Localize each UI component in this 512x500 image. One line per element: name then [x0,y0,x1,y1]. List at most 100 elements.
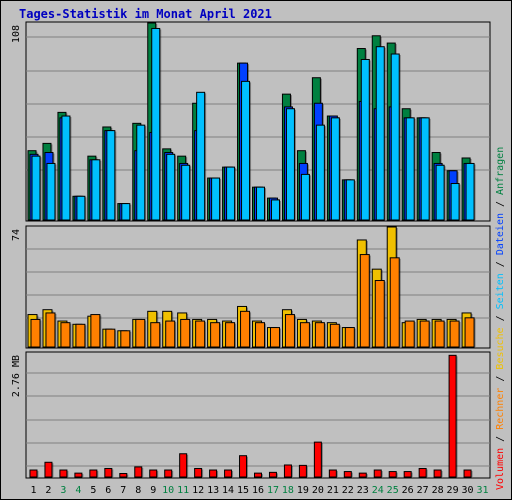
bar-volumen-20 [313,441,322,478]
bar-seiten-2 [46,162,56,221]
bar-seiten-27 [420,117,430,221]
bar-volumen-13 [209,469,218,478]
legend-item-besuche: Besuche [495,327,506,369]
bar-volumen-11 [179,453,188,478]
bar-seiten-26 [405,117,415,221]
x-tick-label: 21 [327,485,339,496]
bar-seiten-19 [300,173,310,221]
bar-rechner-11 [180,318,191,348]
bar-rechner-20 [314,322,325,348]
x-tick-label: 14 [222,485,234,496]
plot-area [25,351,491,479]
bar-seiten-6 [106,130,116,221]
x-tick-label: 7 [120,485,126,496]
x-tick-label: 5 [90,485,96,496]
x-tick-label: 12 [192,485,204,496]
bar-rechner-27 [419,320,430,348]
bar-rechner-19 [299,322,310,348]
x-tick-label: 18 [282,485,294,496]
bar-seiten-24 [375,46,385,221]
bar-volumen-7 [119,473,128,478]
x-tick-label: 17 [267,485,279,496]
bar-seiten-3 [61,115,71,221]
legend-separator: / [495,370,506,388]
bar-volumen-29 [448,354,457,478]
bar-volumen-18 [283,464,292,478]
bar-volumen-24 [373,469,382,478]
bar-rechner-24 [374,280,385,348]
x-tick-label: 11 [177,485,189,496]
legend-separator: / [495,309,506,327]
bar-rechner-2 [45,312,56,348]
bar-rechner-5 [90,314,101,348]
x-tick-label: 29 [447,485,459,496]
bar-seiten-30 [465,162,475,221]
x-tick-label: 3 [60,485,66,496]
bar-volumen-30 [463,469,472,478]
bar-volumen-3 [59,469,68,478]
bar-seiten-1 [31,155,41,221]
x-tick-label: 31 [476,485,488,496]
bar-volumen-27 [418,467,427,478]
bar-seiten-9 [151,27,161,221]
x-tick-label: 6 [105,485,111,496]
bar-rechner-1 [30,318,41,348]
bar-rechner-16 [255,322,266,348]
bar-seiten-7 [121,203,131,221]
bar-rechner-4 [75,323,86,348]
bar-volumen-22 [343,471,352,478]
bar-volumen-2 [44,461,53,478]
bar-seiten-15 [241,80,251,221]
bar-volumen-25 [388,471,397,478]
x-tick-label: 1 [30,485,36,496]
chart-title: Tages-Statistik im Monat April 2021 [19,7,272,21]
legend-item-anfragen: Anfragen [495,147,506,195]
bar-rechner-15 [240,310,251,348]
legend-separator: / [495,255,506,273]
x-tick-label: 20 [312,485,324,496]
x-tick-label: 9 [150,485,156,496]
bar-seiten-18 [285,108,295,221]
bar-volumen-23 [358,472,367,478]
x-tick-label: 4 [75,485,81,496]
bar-seiten-16 [256,186,266,221]
bar-volumen-15 [239,455,248,478]
bar-rechner-29 [449,320,460,348]
x-tick-label: 26 [402,485,414,496]
bar-seiten-11 [181,164,191,221]
bar-rechner-13 [210,322,221,348]
bar-volumen-21 [328,469,337,478]
bar-seiten-8 [136,124,146,221]
bar-rechner-12 [195,320,206,348]
bar-volumen-8 [134,466,143,478]
bar-volumen-28 [433,469,442,478]
bar-seiten-25 [390,53,400,221]
bar-seiten-10 [166,153,176,221]
legend-separator: / [495,430,506,448]
x-tick-label: 13 [207,485,219,496]
bar-rechner-18 [284,314,295,348]
y-axis-label: 74 [11,229,22,241]
bar-volumen-14 [224,469,233,478]
bar-rechner-23 [359,254,370,348]
legend: Volumen / Rechner / Besuche / Seiten / D… [495,147,506,490]
bar-rechner-21 [329,323,340,348]
x-tick-label: 10 [162,485,174,496]
bar-seiten-5 [91,159,101,221]
bar-rechner-28 [434,320,445,348]
x-tick-label: 25 [387,485,399,496]
bar-rechner-3 [60,322,71,348]
bar-volumen-17 [268,471,277,478]
bar-seiten-13 [211,177,221,221]
bar-rechner-9 [150,322,161,348]
bar-rechner-8 [135,318,146,348]
bar-rechner-17 [269,327,280,348]
panel-3: 2.76 MB [11,351,491,479]
bar-rechner-7 [120,330,131,348]
bar-volumen-6 [104,467,113,478]
bar-volumen-9 [149,469,158,478]
legend-item-dateien: Dateien [495,213,506,255]
x-tick-label: 28 [432,485,444,496]
legend-item-seiten: Seiten [495,273,506,309]
x-tick-label: 24 [372,485,384,496]
